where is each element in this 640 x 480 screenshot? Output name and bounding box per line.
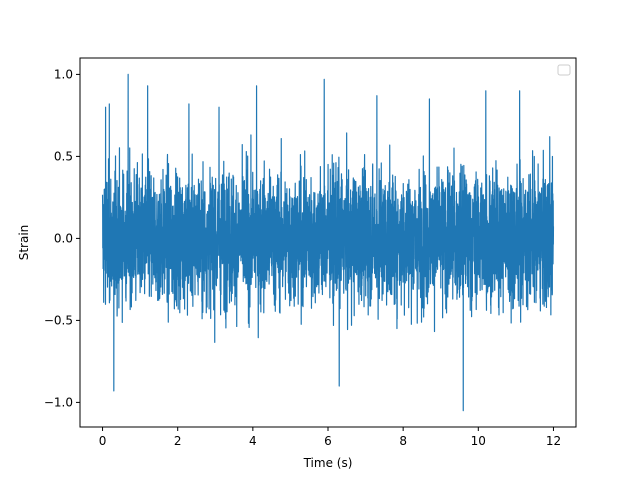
x-tick-label: 4 <box>249 434 257 448</box>
x-tick-label: 6 <box>324 434 332 448</box>
x-tick-label: 0 <box>99 434 107 448</box>
x-tick-label: 10 <box>471 434 486 448</box>
y-tick-label: −0.5 <box>44 313 73 327</box>
y-axis-label: Strain <box>17 225 31 261</box>
x-axis-label: Time (s) <box>303 456 353 470</box>
y-tick-label: 0.5 <box>54 149 73 163</box>
strain-series-line <box>101 73 555 412</box>
plot-area <box>101 73 555 412</box>
x-tick-label: 2 <box>174 434 182 448</box>
y-tick-label: 0.0 <box>54 231 73 245</box>
y-tick-label: 1.0 <box>54 67 73 81</box>
x-axis: 0 2 4 6 8 10 12 <box>99 427 561 448</box>
y-tick-label: −1.0 <box>44 395 73 409</box>
legend-box <box>557 64 571 76</box>
x-tick-label: 12 <box>546 434 561 448</box>
x-tick-label: 8 <box>399 434 407 448</box>
y-axis: −1.0 −0.5 0.0 0.5 1.0 <box>44 67 80 409</box>
